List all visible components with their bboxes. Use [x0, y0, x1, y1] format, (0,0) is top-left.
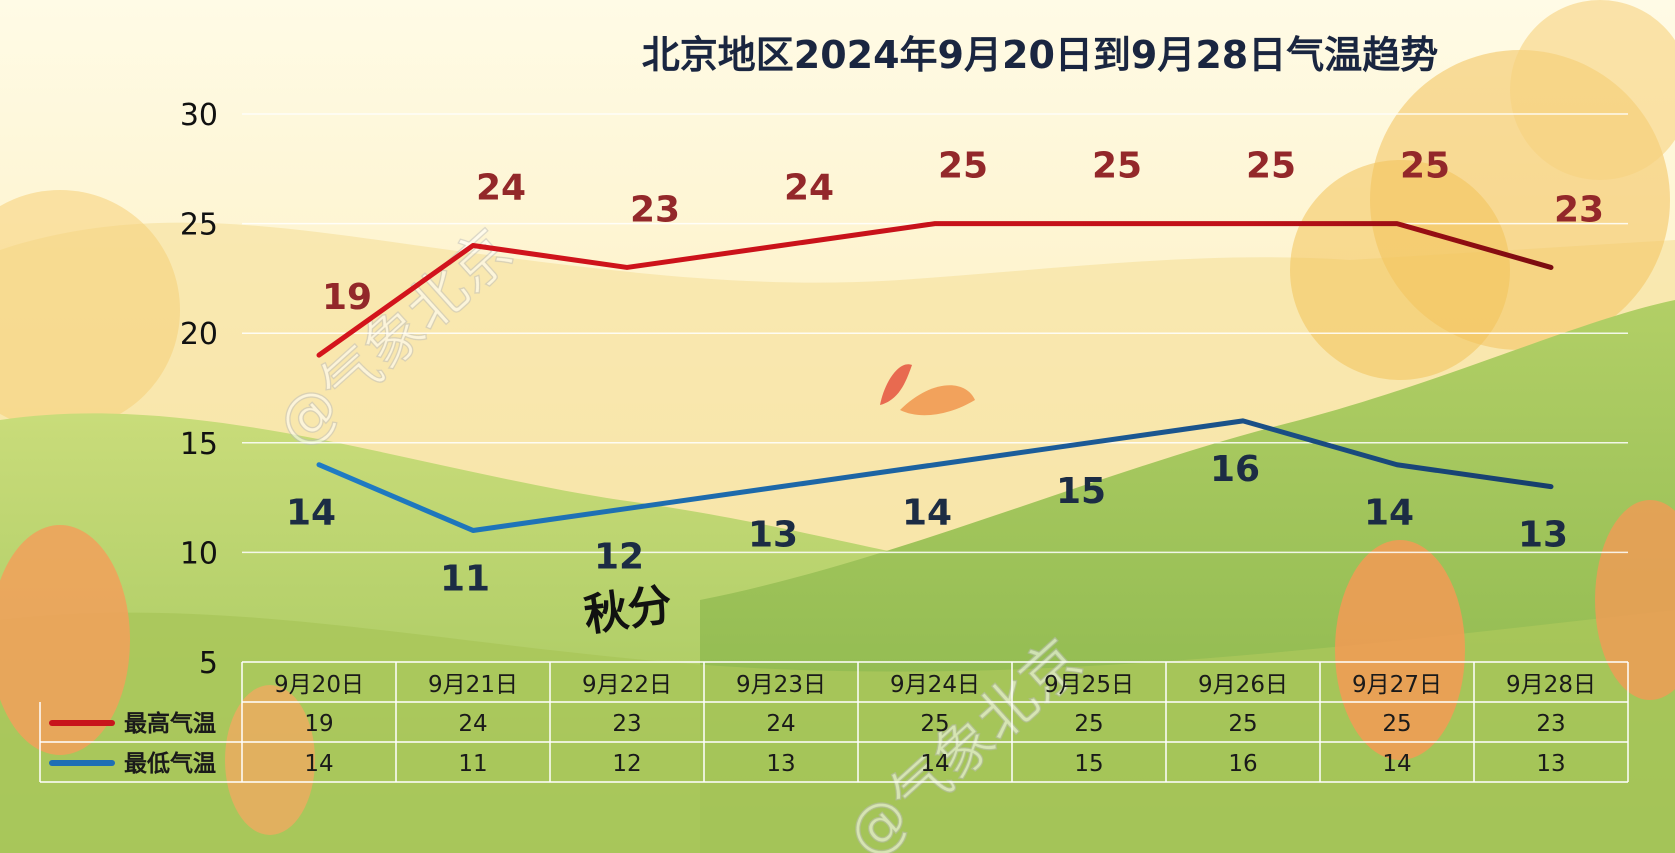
- x-tick-label: 9月25日: [1044, 672, 1134, 698]
- high-temp-label: 25: [1092, 146, 1142, 187]
- table-cell: 25: [1074, 711, 1103, 737]
- x-tick-label: 9月26日: [1198, 672, 1288, 698]
- high-temp-label: 25: [1246, 146, 1296, 187]
- low-temp-label: 11: [440, 558, 490, 599]
- y-tick-label: 20: [180, 317, 218, 352]
- table-cell: 16: [1228, 751, 1257, 777]
- table-cell: 15: [1074, 751, 1103, 777]
- high-temp-label: 25: [938, 146, 988, 187]
- series-line-1: [316, 418, 1554, 533]
- table-cell: 23: [1536, 711, 1565, 737]
- high-temp-label: 24: [476, 168, 526, 209]
- x-tick-label: 9月27日: [1352, 672, 1442, 698]
- table-cell: 25: [1382, 711, 1411, 737]
- table-cell: 14: [304, 751, 333, 777]
- y-tick-label: 25: [180, 208, 218, 243]
- x-tick-label: 9月22日: [582, 672, 672, 698]
- high-temp-label: 23: [630, 189, 680, 230]
- table-cell: 13: [766, 751, 795, 777]
- table-cell: 11: [458, 751, 487, 777]
- grid-lines: [242, 113, 1628, 554]
- table-cell: 24: [766, 711, 795, 737]
- data-labels: 19 24 23 24 25 25 25 25 23 14 11 12 13 14 15 16 14 13: [286, 146, 1604, 600]
- low-temp-label: 12: [594, 537, 644, 578]
- low-temp-label: 14: [902, 493, 952, 534]
- x-tick-label: 9月20日: [274, 672, 364, 698]
- x-tick-label: 9月28日: [1506, 672, 1596, 698]
- low-temp-label: 13: [1518, 515, 1568, 556]
- y-tick-label: 10: [180, 536, 218, 571]
- table-cell: 14: [920, 751, 949, 777]
- series-lines: [316, 221, 1554, 533]
- table-cell: 25: [920, 711, 949, 737]
- x-tick-label: 9月24日: [890, 672, 980, 698]
- table-cell: 14: [1382, 751, 1411, 777]
- low-temp-label: 14: [1364, 493, 1414, 534]
- series-line-0: [316, 221, 1554, 358]
- table-cell: 13: [1536, 751, 1565, 777]
- data-table: 9月20日 9月21日 9月22日 9月23日 9月24日 9月25日 9月26日 9月27日…: [39, 661, 1629, 783]
- high-temp-label: 25: [1400, 146, 1450, 187]
- y-axis: 5 10 15 20 25 30: [180, 98, 218, 681]
- legend-label: 最低气温: [124, 750, 216, 777]
- x-tick-label: 9月23日: [736, 672, 826, 698]
- table-cell: 12: [612, 751, 641, 777]
- y-tick-label: 30: [180, 98, 218, 133]
- y-tick-label: 15: [180, 427, 218, 462]
- table-cell: 23: [612, 711, 641, 737]
- autumn-equinox-badge: 秋分: [581, 579, 675, 642]
- y-tick-label: 5: [199, 646, 218, 681]
- high-temp-label: 23: [1554, 189, 1604, 230]
- table-cell: 19: [304, 711, 333, 737]
- low-temp-label: 14: [286, 493, 336, 534]
- low-temp-label: 16: [1210, 449, 1260, 490]
- table-cell: 25: [1228, 711, 1257, 737]
- low-temp-label: 15: [1056, 471, 1106, 512]
- high-temp-label: 24: [784, 168, 834, 209]
- legend-label: 最高气温: [124, 710, 216, 737]
- table-cell: 24: [458, 711, 487, 737]
- x-tick-label: 9月21日: [428, 672, 518, 698]
- high-temp-label: 19: [322, 277, 372, 318]
- low-temp-label: 13: [748, 515, 798, 556]
- chart-title: 北京地区2024年9月20日到9月28日气温趋势: [642, 33, 1438, 77]
